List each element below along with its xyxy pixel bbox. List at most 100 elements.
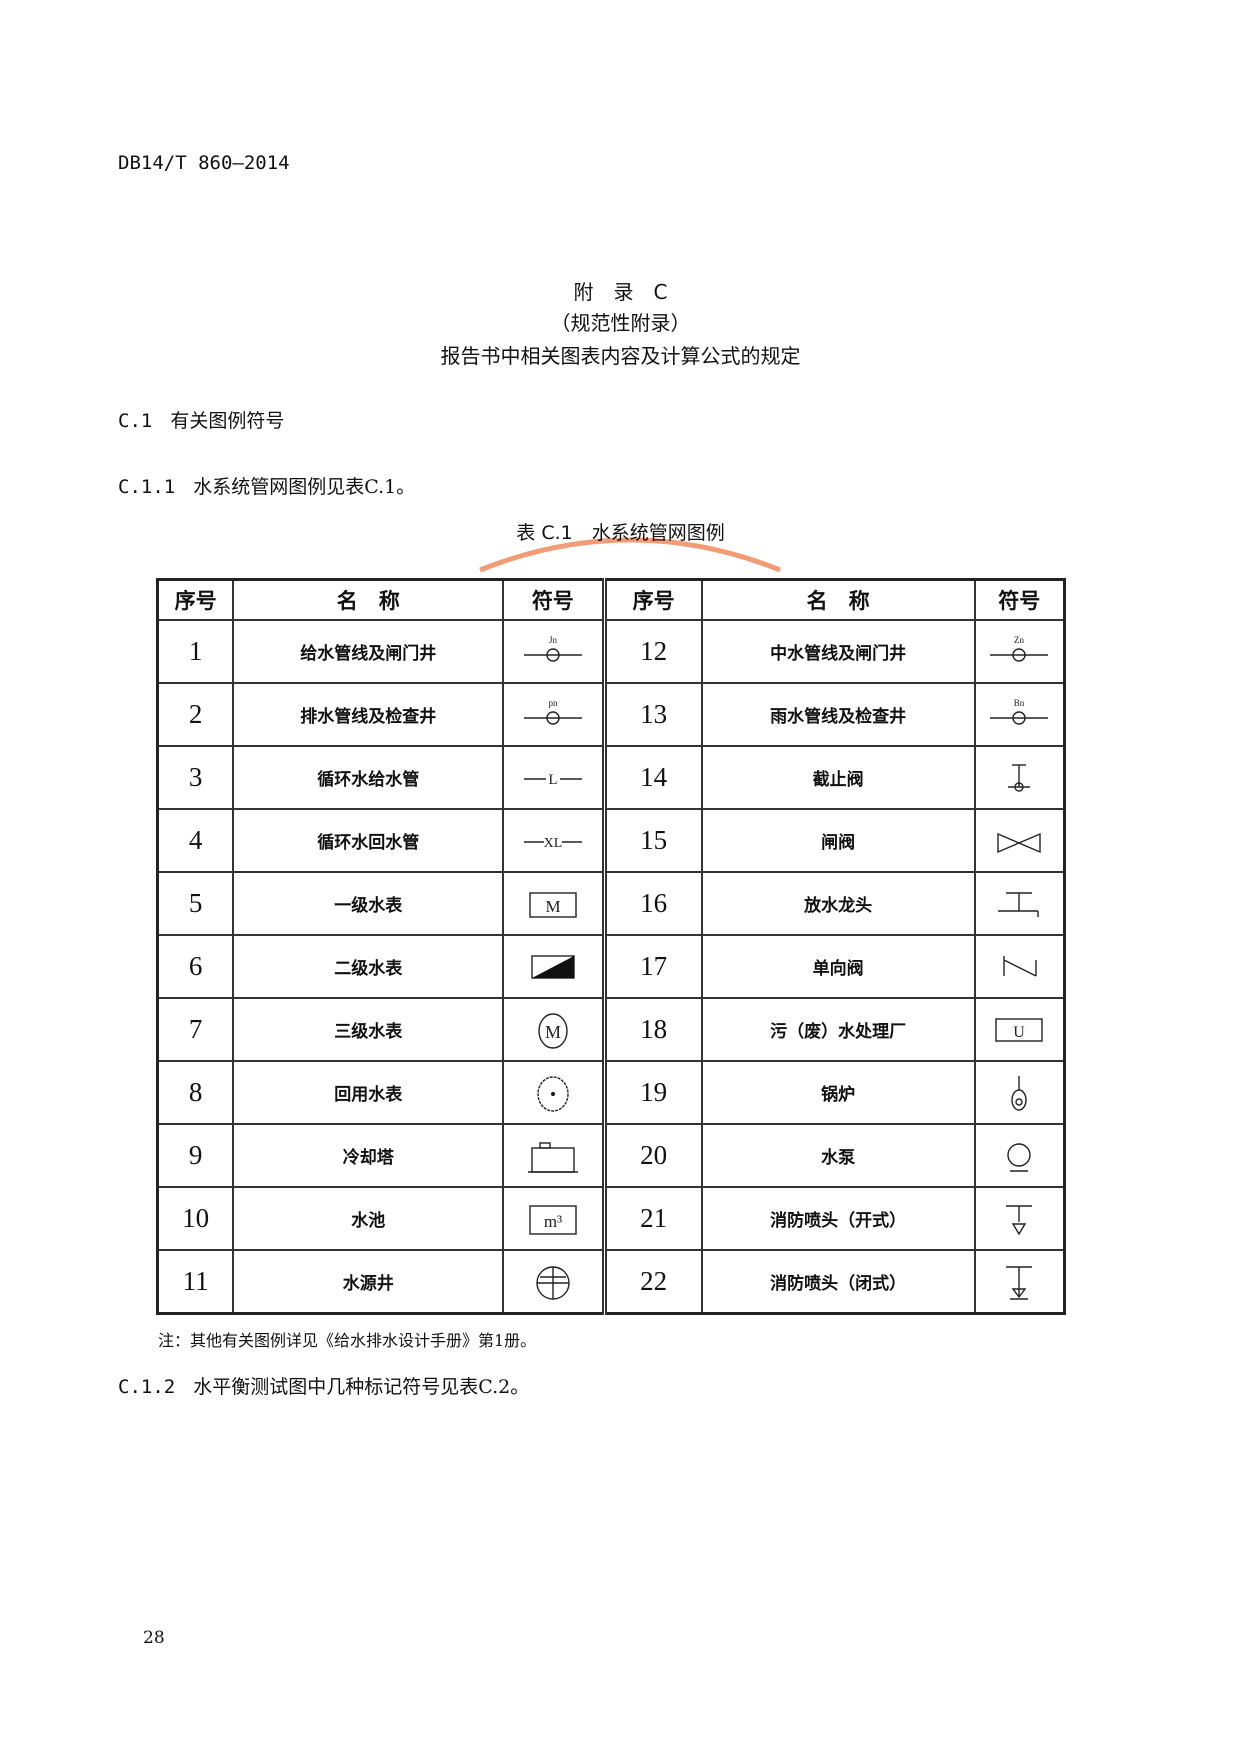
row-name: 三级水表 (232, 997, 505, 1062)
row-number: 14 (601, 745, 703, 810)
row-name: 水池 (232, 1186, 505, 1251)
line-xl-icon: XL (523, 836, 582, 851)
svg-text:XL: XL (543, 836, 562, 851)
row-number: 16 (601, 871, 703, 936)
table-note: 注：其他有关图例详见《给水排水设计手册》第1册。 (158, 1331, 537, 1350)
table-header-row: 序号 名 称 符号 序号 名 称 符号 (156, 578, 1066, 621)
row-number: 19 (601, 1060, 703, 1125)
table-row: 5 一级水表 M 16 放水龙头 (156, 871, 1066, 936)
row-symbol: Zn (973, 619, 1066, 684)
row-name: 水泵 (700, 1123, 976, 1188)
row-number: 4 (156, 808, 235, 873)
row-symbol: L (502, 745, 605, 810)
circle-cross-icon (536, 1265, 570, 1300)
row-number: 22 (601, 1249, 703, 1315)
row-number: 5 (156, 871, 235, 936)
table-row: 2 排水管线及检查井 pn 13 雨水管线及检查井 Bn (156, 682, 1066, 747)
row-name: 闸阀 (700, 808, 976, 873)
row-number: 1 (156, 619, 235, 684)
row-number: 9 (156, 1123, 235, 1188)
row-symbol (502, 1249, 605, 1315)
row-symbol: pn (502, 682, 605, 747)
row-symbol (502, 1060, 605, 1125)
row-number: 18 (601, 997, 703, 1062)
row-name: 二级水表 (232, 934, 505, 999)
appendix-subtitle: （规范性附录） (550, 311, 691, 335)
row-name: 循环水给水管 (232, 745, 505, 810)
row-name: 回用水表 (232, 1060, 505, 1125)
row-number: 8 (156, 1060, 235, 1125)
cooling-tower-icon (527, 1141, 578, 1173)
svg-text:Jn: Jn (549, 635, 558, 645)
row-number: 7 (156, 997, 235, 1062)
faucet-icon (998, 891, 1039, 917)
row-symbol (973, 808, 1066, 873)
row-name: 排水管线及检查井 (232, 682, 505, 747)
svg-text:U: U (1014, 1024, 1026, 1041)
circle-on-line-bn-icon: Bn (990, 698, 1049, 725)
row-name: 污（废）水处理厂 (700, 997, 976, 1062)
row-symbol (973, 1123, 1066, 1188)
document-code: DB14/T 860—2014 (118, 152, 290, 174)
box-m3-icon: m³ (529, 1204, 577, 1235)
row-symbol: Bn (973, 682, 1066, 747)
row-symbol (502, 1123, 605, 1188)
circle-on-line-zn-icon: Zn (990, 635, 1049, 662)
box-m-icon: M (529, 891, 577, 918)
section-c11: C.1.1 水系统管网图例见表C.1。 (118, 472, 415, 499)
appendix-heading: 报告书中相关图表内容及计算公式的规定 (440, 344, 801, 368)
svg-text:Zn: Zn (1014, 635, 1024, 645)
row-symbol (973, 934, 1066, 999)
section-number: C.1 (118, 410, 153, 432)
row-name: 消防喷头（开式） (700, 1186, 976, 1251)
row-number: 20 (601, 1123, 703, 1188)
watermark-arc (479, 537, 781, 573)
row-number: 2 (156, 682, 235, 747)
section-c1: C.1 有关图例符号 (118, 406, 284, 433)
sprinkler-open-icon (1006, 1204, 1033, 1235)
table-row: 8 回用水表 19 锅炉 (156, 1060, 1066, 1125)
table-row: 6 二级水表 17 单向阀 (156, 934, 1066, 999)
header-name: 名 称 (232, 578, 505, 621)
row-number: 11 (156, 1249, 235, 1315)
row-name: 消防喷头（闭式） (700, 1249, 976, 1315)
pump-icon (1007, 1142, 1031, 1172)
row-symbol (502, 934, 605, 999)
check-valve-icon (1003, 955, 1037, 977)
row-number: 13 (601, 682, 703, 747)
row-name: 冷却塔 (232, 1123, 505, 1188)
row-symbol (973, 871, 1066, 936)
page-number: 28 (143, 1628, 165, 1648)
table-row: 4 循环水回水管 XL 15 闸阀 (156, 808, 1066, 873)
sprinkler-closed-icon (1006, 1265, 1033, 1300)
line-l-icon: L (523, 772, 582, 788)
row-symbol (973, 745, 1066, 810)
section-title: 有关图例符号 (170, 410, 285, 432)
row-symbol: m³ (502, 1186, 605, 1251)
svg-text:m³: m³ (544, 1212, 562, 1231)
row-name: 水源井 (232, 1249, 505, 1315)
box-u-icon: U (995, 1017, 1043, 1042)
table-row: 11 水源井 22 消防喷头（闭式） (156, 1249, 1066, 1315)
row-number: 3 (156, 745, 235, 810)
table-row: 1 给水管线及闸门井 Jn 12 中水管线及闸门井 Zn (156, 619, 1066, 684)
row-name: 循环水回水管 (232, 808, 505, 873)
section-c12: C.1.2 水平衡测试图中几种标记符号见表C.2。 (118, 1372, 529, 1399)
header-symbol: 符号 (973, 578, 1066, 621)
section-number: C.1.2 (118, 1376, 176, 1398)
circle-on-line-pn-icon: pn (523, 698, 582, 725)
row-name: 雨水管线及检查井 (700, 682, 976, 747)
row-symbol: U (973, 997, 1066, 1062)
circle-dot-icon (537, 1075, 569, 1112)
row-name: 中水管线及闸门井 (700, 619, 976, 684)
circle-on-line-jn-icon: Jn (523, 635, 582, 662)
row-name: 一级水表 (232, 871, 505, 936)
table-row: 7 三级水表 M 18 污（废）水处理厂 U (156, 997, 1066, 1062)
legend-table: 序号 名 称 符号 序号 名 称 符号 1 给水管线及闸门井 Jn 12 中水管线及闸门… (156, 578, 1066, 1315)
gate-valve-icon (997, 832, 1041, 853)
circle-m-icon: M (538, 1012, 568, 1049)
svg-text:pn: pn (548, 698, 558, 708)
section-text: 水系统管网图例见表C.1。 (193, 476, 416, 498)
appendix-title: 附 录 C (573, 280, 668, 304)
row-number: 21 (601, 1186, 703, 1251)
